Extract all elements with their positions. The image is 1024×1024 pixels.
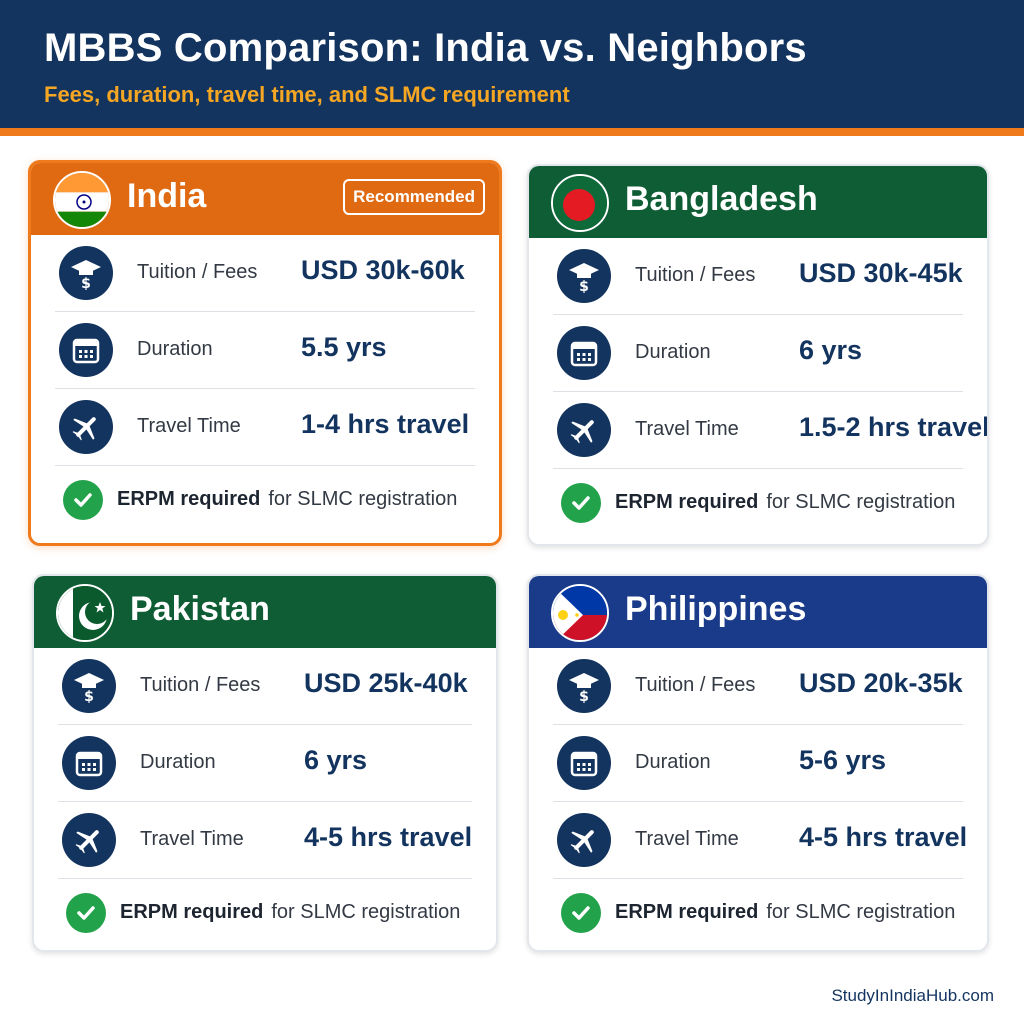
travel-row: Travel Time 1-4 hrs travel bbox=[55, 389, 475, 466]
erpm-requirement: ERPM required for SLMC registration bbox=[58, 879, 472, 950]
card-bangladesh: Bangladesh $ Tuition / Fees USD 30k-45k … bbox=[527, 164, 989, 546]
erpm-strong: ERPM required bbox=[117, 488, 261, 510]
travel-label: Travel Time bbox=[635, 418, 739, 440]
duration-row: Duration 6 yrs bbox=[58, 725, 472, 802]
card-header: Philippines bbox=[529, 576, 987, 648]
duration-label: Duration bbox=[635, 751, 711, 773]
airplane-icon bbox=[557, 403, 611, 457]
erpm-rest: for SLMC registration bbox=[268, 488, 458, 510]
pakistan-flag-icon bbox=[56, 584, 114, 642]
duration-value: 5-6 yrs bbox=[799, 745, 887, 775]
india-flag-icon bbox=[53, 171, 111, 229]
header-banner: MBBS Comparison: India vs. Neighbors Fee… bbox=[0, 0, 1024, 128]
tuition-value: USD 30k-45k bbox=[799, 258, 963, 288]
card-header: Pakistan bbox=[34, 576, 496, 648]
erpm-requirement: ERPM required for SLMC registration bbox=[55, 466, 475, 538]
duration-row: Duration 6 yrs bbox=[553, 315, 963, 392]
tuition-row: $ Tuition / Fees USD 20k-35k bbox=[553, 648, 963, 725]
calendar-icon bbox=[557, 326, 611, 380]
tuition-value: USD 30k-60k bbox=[301, 255, 465, 285]
card-header: India Recommended bbox=[31, 163, 499, 235]
card-pakistan: Pakistan $ Tuition / Fees USD 25k-40k Du… bbox=[32, 574, 498, 952]
tuition-value: USD 25k-40k bbox=[304, 668, 468, 698]
recommended-badge: Recommended bbox=[343, 179, 485, 215]
erpm-strong: ERPM required bbox=[615, 491, 759, 513]
svg-text:$: $ bbox=[84, 689, 94, 703]
country-name: India bbox=[127, 177, 207, 215]
tuition-row: $ Tuition / Fees USD 25k-40k bbox=[58, 648, 472, 725]
graduation-cap-dollar-icon: $ bbox=[62, 659, 116, 713]
page-subtitle: Fees, duration, travel time, and SLMC re… bbox=[44, 82, 570, 107]
checkmark-icon bbox=[561, 483, 601, 523]
travel-row: Travel Time 4-5 hrs travel bbox=[58, 802, 472, 879]
tuition-value: USD 20k-35k bbox=[799, 668, 963, 698]
duration-value: 5.5 yrs bbox=[301, 332, 387, 362]
philippines-flag-icon bbox=[551, 584, 609, 642]
checkmark-icon bbox=[561, 893, 601, 933]
erpm-requirement: ERPM required for SLMC registration bbox=[553, 469, 963, 541]
travel-row: Travel Time 4-5 hrs travel bbox=[553, 802, 967, 879]
duration-row: Duration 5-6 yrs bbox=[553, 725, 963, 802]
calendar-icon bbox=[557, 736, 611, 790]
checkmark-icon bbox=[66, 893, 106, 933]
page-title: MBBS Comparison: India vs. Neighbors bbox=[44, 26, 807, 70]
tuition-row: $ Tuition / Fees USD 30k-45k bbox=[553, 238, 963, 315]
card-header: Bangladesh bbox=[529, 166, 987, 238]
duration-label: Duration bbox=[140, 751, 216, 773]
travel-value: 1-4 hrs travel bbox=[301, 409, 470, 439]
tuition-row: $ Tuition / Fees USD 30k-60k bbox=[55, 235, 475, 312]
airplane-icon bbox=[62, 813, 116, 867]
tuition-label: Tuition / Fees bbox=[635, 674, 756, 696]
tuition-label: Tuition / Fees bbox=[140, 674, 261, 696]
duration-row: Duration 5.5 yrs bbox=[55, 312, 475, 389]
country-name: Bangladesh bbox=[625, 180, 818, 218]
erpm-text: ERPM required for SLMC registration bbox=[120, 901, 460, 924]
country-name: Pakistan bbox=[130, 590, 270, 628]
country-name: Philippines bbox=[625, 590, 807, 628]
erpm-rest: for SLMC registration bbox=[766, 491, 956, 513]
svg-text:$: $ bbox=[579, 279, 589, 293]
bangladesh-flag-icon bbox=[551, 174, 609, 232]
travel-value: 4-5 hrs travel bbox=[304, 822, 473, 852]
erpm-requirement: ERPM required for SLMC registration bbox=[553, 879, 963, 950]
calendar-icon bbox=[59, 323, 113, 377]
graduation-cap-dollar-icon: $ bbox=[557, 249, 611, 303]
travel-label: Travel Time bbox=[635, 828, 739, 850]
calendar-icon bbox=[62, 736, 116, 790]
card-philippines: Philippines $ Tuition / Fees USD 20k-35k… bbox=[527, 574, 989, 952]
travel-value: 4-5 hrs travel bbox=[799, 822, 968, 852]
duration-value: 6 yrs bbox=[799, 335, 863, 365]
duration-label: Duration bbox=[635, 341, 711, 363]
travel-label: Travel Time bbox=[137, 415, 241, 437]
erpm-rest: for SLMC registration bbox=[271, 901, 461, 923]
card-india: India Recommended $ Tuition / Fees USD 3… bbox=[28, 160, 502, 546]
travel-label: Travel Time bbox=[140, 828, 244, 850]
erpm-text: ERPM required for SLMC registration bbox=[615, 901, 955, 924]
svg-text:$: $ bbox=[81, 276, 91, 290]
graduation-cap-dollar-icon: $ bbox=[557, 659, 611, 713]
airplane-icon bbox=[557, 813, 611, 867]
travel-value: 1.5-2 hrs travel bbox=[799, 412, 989, 442]
airplane-icon bbox=[59, 400, 113, 454]
erpm-text: ERPM required for SLMC registration bbox=[117, 488, 457, 511]
footer-website: StudyInIndiaHub.com bbox=[831, 986, 994, 1005]
travel-row: Travel Time 1.5-2 hrs travel bbox=[553, 392, 987, 469]
tuition-label: Tuition / Fees bbox=[635, 264, 756, 286]
graduation-cap-dollar-icon: $ bbox=[59, 246, 113, 300]
erpm-strong: ERPM required bbox=[615, 901, 759, 923]
erpm-strong: ERPM required bbox=[120, 901, 264, 923]
svg-text:$: $ bbox=[579, 689, 589, 703]
duration-label: Duration bbox=[137, 338, 213, 360]
erpm-text: ERPM required for SLMC registration bbox=[615, 491, 955, 514]
erpm-rest: for SLMC registration bbox=[766, 901, 956, 923]
tuition-label: Tuition / Fees bbox=[137, 261, 258, 283]
header-accent-stripe bbox=[0, 128, 1024, 136]
duration-value: 6 yrs bbox=[304, 745, 368, 775]
checkmark-icon bbox=[63, 480, 103, 520]
